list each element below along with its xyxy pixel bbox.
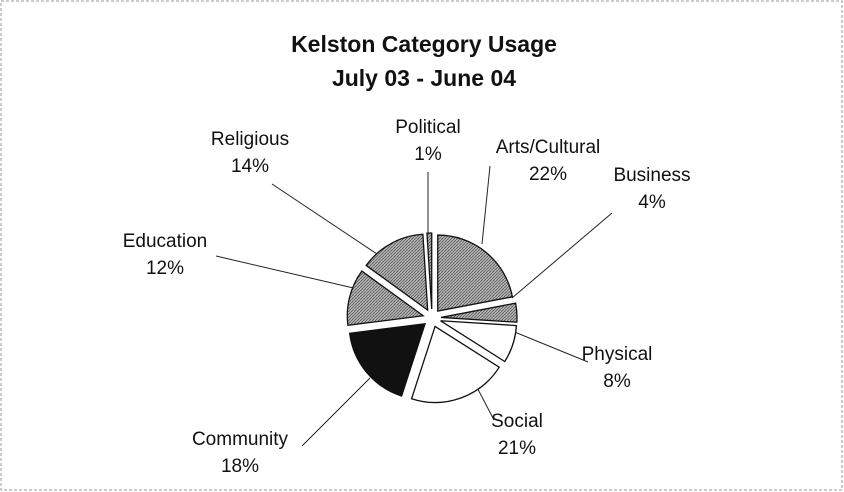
leader-lines xyxy=(215,165,613,447)
slice-value-label: 4% xyxy=(638,192,666,213)
slice-label: Physical xyxy=(582,344,653,365)
pie-slice xyxy=(440,302,518,323)
pie-slice xyxy=(346,270,425,327)
slice-value-label: 8% xyxy=(603,371,631,392)
pie-slice xyxy=(437,234,514,312)
pie-slice xyxy=(426,232,433,310)
slice-label: Business xyxy=(613,165,690,186)
pie-slice xyxy=(440,320,518,363)
slice-label: Political xyxy=(395,117,460,138)
slice-label: Community xyxy=(192,429,289,450)
pie-slice xyxy=(410,325,501,404)
slice-value-label: 22% xyxy=(529,164,567,185)
slice-value-label: 21% xyxy=(498,438,536,459)
slice-value-label: 14% xyxy=(231,156,269,177)
pie-slice xyxy=(348,322,426,397)
slice-value-label: 12% xyxy=(146,258,184,279)
slice-label: Arts/Cultural xyxy=(496,137,601,158)
slice-label: Education xyxy=(123,231,208,252)
slice-label: Religious xyxy=(211,129,289,150)
slice-value-label: 18% xyxy=(221,456,259,477)
chart-title: Kelston Category Usage xyxy=(291,31,557,57)
slice-label: Social xyxy=(491,411,543,432)
chart-subtitle: July 03 - June 04 xyxy=(332,65,516,91)
pie-slice xyxy=(365,233,429,312)
slice-value-label: 1% xyxy=(414,144,442,165)
